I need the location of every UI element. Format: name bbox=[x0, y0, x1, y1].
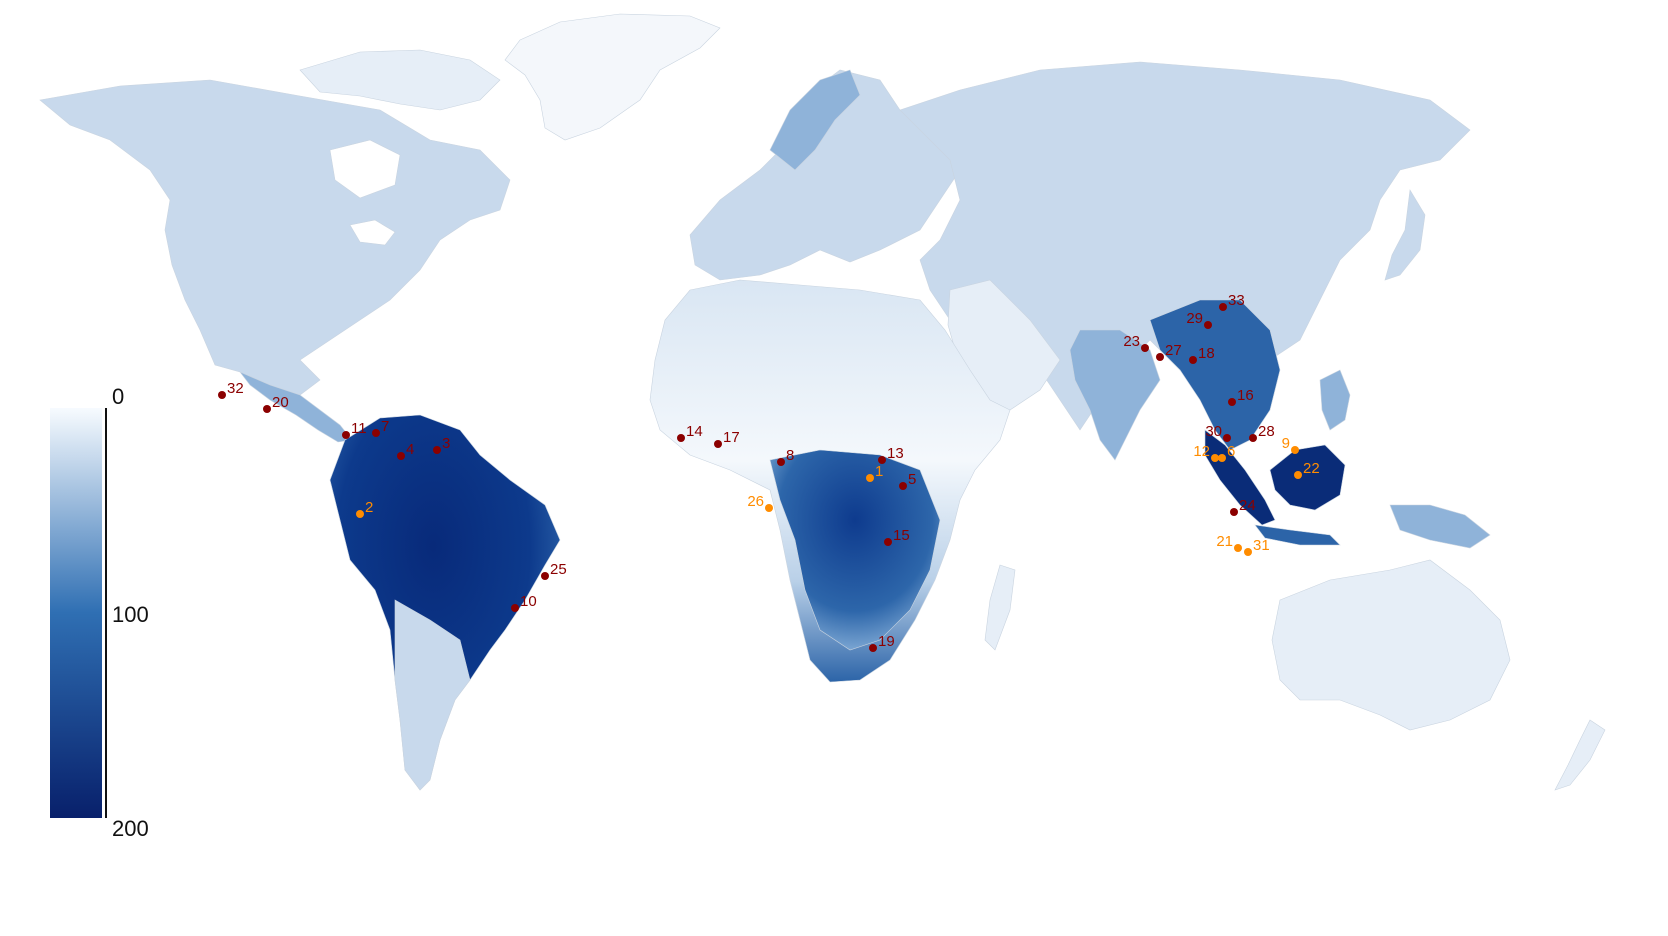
hudson-bay-shape bbox=[329, 139, 401, 199]
site-marker-3 bbox=[433, 446, 441, 454]
greenland-shape bbox=[504, 13, 721, 141]
legend-colorbar: 0 100 200 bbox=[50, 384, 149, 841]
site-marker-18 bbox=[1189, 356, 1197, 364]
site-marker-26 bbox=[765, 504, 773, 512]
site-marker-25 bbox=[541, 572, 549, 580]
site-marker-2 bbox=[356, 510, 364, 518]
arctic-islands-shape bbox=[299, 49, 501, 111]
site-marker-13 bbox=[878, 456, 886, 464]
site-marker-29 bbox=[1204, 321, 1212, 329]
site-marker-30 bbox=[1223, 434, 1231, 442]
site-marker-32 bbox=[218, 391, 226, 399]
site-label-10: 10 bbox=[520, 593, 537, 610]
site-label-26: 26 bbox=[747, 493, 764, 510]
site-label-31: 31 bbox=[1253, 537, 1270, 554]
site-label-29: 29 bbox=[1186, 310, 1203, 327]
site-marker-33 bbox=[1219, 303, 1227, 311]
site-label-22: 22 bbox=[1303, 460, 1320, 477]
site-label-33: 33 bbox=[1228, 292, 1245, 309]
site-marker-14 bbox=[677, 434, 685, 442]
site-marker-5 bbox=[899, 482, 907, 490]
site-label-2: 2 bbox=[365, 499, 373, 516]
site-marker-27 bbox=[1156, 353, 1164, 361]
site-label-18: 18 bbox=[1198, 345, 1215, 362]
site-label-19: 19 bbox=[878, 633, 895, 650]
site-label-28: 28 bbox=[1258, 423, 1275, 440]
legend-tick-0: 0 bbox=[112, 384, 124, 409]
site-marker-22 bbox=[1294, 471, 1302, 479]
site-marker-17 bbox=[714, 440, 722, 448]
site-marker-24 bbox=[1230, 508, 1238, 516]
japan-shape bbox=[1384, 189, 1426, 281]
site-label-30: 30 bbox=[1205, 423, 1222, 440]
new-zealand-shape bbox=[1554, 719, 1606, 791]
site-label-15: 15 bbox=[893, 527, 910, 544]
scandinavia-shape bbox=[769, 69, 861, 171]
java-shape bbox=[1254, 524, 1341, 546]
site-marker-28 bbox=[1249, 434, 1257, 442]
patagonia-shape bbox=[394, 599, 471, 791]
site-marker-8 bbox=[777, 458, 785, 466]
site-label-17: 17 bbox=[723, 429, 740, 446]
site-label-3: 3 bbox=[442, 435, 450, 452]
site-marker-21 bbox=[1234, 544, 1242, 552]
site-marker-31 bbox=[1244, 548, 1252, 556]
site-label-6: 6 bbox=[1227, 443, 1235, 460]
site-marker-16 bbox=[1228, 398, 1236, 406]
site-marker-12 bbox=[1211, 454, 1219, 462]
site-label-5: 5 bbox=[908, 471, 916, 488]
land-layer bbox=[39, 13, 1606, 791]
site-label-14: 14 bbox=[686, 423, 703, 440]
madagascar-shape bbox=[984, 564, 1016, 651]
site-marker-20 bbox=[263, 405, 271, 413]
site-label-4: 4 bbox=[406, 441, 414, 458]
legend-tick-100: 100 bbox=[112, 602, 149, 627]
site-label-8: 8 bbox=[786, 447, 794, 464]
site-label-21: 21 bbox=[1216, 533, 1233, 550]
site-marker-7 bbox=[372, 429, 380, 437]
philippines-shape bbox=[1319, 369, 1351, 431]
central-africa-shape bbox=[769, 449, 941, 651]
site-marker-19 bbox=[869, 644, 877, 652]
site-marker-1 bbox=[866, 474, 874, 482]
site-marker-15 bbox=[884, 538, 892, 546]
site-label-16: 16 bbox=[1237, 387, 1254, 404]
site-label-13: 13 bbox=[887, 445, 904, 462]
site-label-12: 12 bbox=[1193, 443, 1210, 460]
legend-tick-200: 200 bbox=[112, 816, 149, 841]
great-lakes-shape bbox=[349, 219, 396, 246]
site-label-32: 32 bbox=[227, 380, 244, 397]
site-marker-9 bbox=[1291, 446, 1299, 454]
site-label-24: 24 bbox=[1239, 497, 1256, 514]
site-marker-4 bbox=[397, 452, 405, 460]
north-america-shape bbox=[39, 79, 511, 396]
legend-gradient-bar bbox=[50, 408, 102, 818]
site-marker-23 bbox=[1141, 344, 1149, 352]
australia-shape bbox=[1271, 559, 1511, 731]
site-label-7: 7 bbox=[381, 418, 389, 435]
site-label-20: 20 bbox=[272, 394, 289, 411]
site-label-9: 9 bbox=[1282, 435, 1290, 452]
new-guinea-shape bbox=[1389, 504, 1491, 549]
borneo-shape bbox=[1269, 444, 1346, 511]
sumatra-shape bbox=[1204, 429, 1276, 526]
site-label-23: 23 bbox=[1123, 333, 1140, 350]
site-label-25: 25 bbox=[550, 561, 567, 578]
site-label-27: 27 bbox=[1165, 342, 1182, 359]
site-marker-6 bbox=[1218, 454, 1226, 462]
site-label-1: 1 bbox=[875, 463, 883, 480]
site-marker-10 bbox=[511, 604, 519, 612]
site-label-11: 11 bbox=[351, 420, 367, 437]
site-marker-11 bbox=[342, 431, 350, 439]
site-markers: 1234567891011121314151617181920212223242… bbox=[218, 292, 1320, 652]
